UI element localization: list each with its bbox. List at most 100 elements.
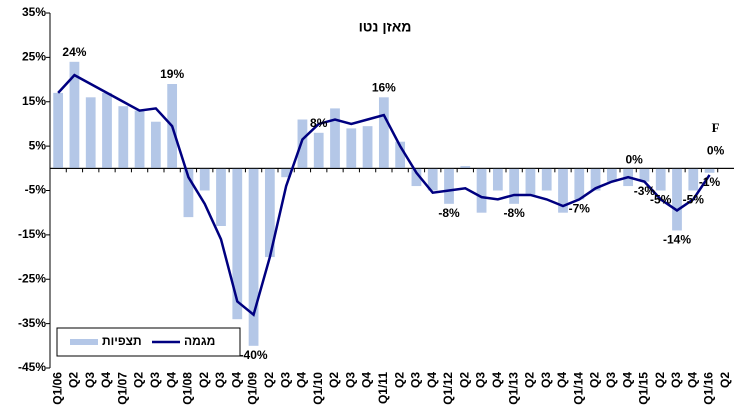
x-tick-label: Q2 — [523, 372, 537, 388]
bar — [639, 168, 650, 182]
value-label: 24% — [62, 45, 86, 59]
x-tick-label: Q1/11 — [376, 372, 390, 404]
bar — [460, 166, 471, 169]
x-tick-label: Q1/13 — [506, 372, 520, 405]
bar — [525, 168, 536, 195]
chart-title: מאזן נטו — [359, 19, 412, 35]
bar — [541, 168, 552, 191]
x-tick-label: Q2 — [653, 372, 667, 388]
value-label: -14% — [663, 233, 691, 247]
bar — [53, 92, 64, 169]
x-tick-label: Q2 — [392, 372, 406, 388]
bar — [297, 119, 308, 169]
bar — [118, 106, 129, 169]
bar — [248, 168, 259, 346]
x-tick-label: Q4 — [360, 372, 374, 388]
y-tick-label: -45% — [18, 360, 46, 374]
x-tick-label: Q4 — [164, 372, 178, 388]
value-label: -8% — [438, 206, 460, 220]
annotation: 0% — [707, 144, 725, 158]
bar — [411, 168, 422, 187]
bar — [704, 168, 715, 173]
bar — [558, 168, 568, 213]
legend-box — [56, 327, 241, 357]
bar — [362, 126, 373, 169]
bar — [574, 168, 585, 200]
bar — [264, 168, 275, 258]
x-tick-label: Q3 — [409, 372, 423, 388]
bar — [69, 61, 80, 169]
x-tick-label: Q1/06 — [50, 372, 64, 405]
bar — [232, 168, 243, 320]
bar — [395, 141, 406, 169]
x-tick-label: Q2 — [457, 372, 471, 388]
bar — [444, 168, 454, 204]
x-tick-label: Q1/14 — [571, 372, 585, 405]
value-label: -7% — [569, 202, 591, 216]
x-tick-label: Q2 — [718, 372, 732, 388]
x-tick-label: Q3 — [343, 372, 357, 388]
x-tick-label: Q2 — [67, 372, 81, 388]
bar — [199, 168, 210, 191]
bar — [313, 132, 324, 169]
x-tick-label: Q2 — [197, 372, 211, 388]
annotation: 0% — [625, 152, 643, 166]
value-label: 16% — [372, 80, 396, 94]
y-tick-label: 5% — [29, 138, 47, 152]
x-tick-label: Q3 — [539, 372, 553, 388]
value-label: -8% — [503, 206, 525, 220]
x-tick-label: Q1/10 — [311, 372, 325, 405]
x-tick-label: Q1/12 — [441, 372, 455, 405]
bar — [330, 108, 340, 169]
y-tick-label: 25% — [22, 50, 46, 64]
bar — [102, 92, 112, 169]
x-tick-label: Q4 — [425, 372, 439, 388]
bar — [590, 168, 601, 191]
legend-label: תצפיות — [102, 334, 142, 348]
bar — [346, 128, 357, 169]
bar — [427, 168, 438, 191]
bar — [672, 168, 682, 231]
legend-swatch — [70, 339, 98, 345]
value-label: 8% — [310, 116, 328, 130]
y-tick-label: -15% — [18, 227, 46, 241]
legend-label: מגמה — [184, 334, 215, 348]
bar — [476, 168, 487, 213]
y-tick-label: 15% — [22, 94, 46, 108]
value-label: -5% — [683, 193, 705, 207]
bar — [688, 168, 699, 191]
x-tick-label: Q2 — [132, 372, 146, 388]
x-tick-label: Q3 — [213, 372, 227, 388]
y-tick-label: -5% — [25, 183, 47, 197]
value-label: -3% — [634, 184, 656, 198]
value-label: -40% — [240, 348, 268, 362]
bar — [85, 97, 96, 169]
x-tick-label: Q3 — [474, 372, 488, 388]
x-tick-label: Q3 — [604, 372, 618, 388]
x-tick-label: Q2 — [588, 372, 602, 388]
bar — [183, 168, 194, 218]
x-tick-label: Q1/07 — [115, 372, 129, 405]
x-tick-label: Q1/15 — [637, 372, 651, 405]
value-label: 19% — [160, 67, 184, 81]
x-tick-label: Q4 — [99, 372, 113, 388]
bar — [150, 121, 161, 169]
trend-line — [57, 73, 711, 317]
x-tick-label: Q4 — [685, 372, 699, 388]
x-tick-label: Q4 — [555, 372, 569, 388]
x-tick-label: Q1/09 — [246, 372, 260, 405]
bar — [134, 110, 145, 169]
x-tick-label: Q4 — [490, 372, 504, 388]
x-tick-label: Q3 — [83, 372, 97, 388]
x-tick-label: Q3 — [278, 372, 292, 388]
x-tick-label: Q3 — [148, 372, 162, 388]
y-tick-label: -35% — [18, 316, 46, 330]
x-tick-label: Q2 — [262, 372, 276, 388]
x-tick-label: Q2 — [327, 372, 341, 388]
x-tick-label: Q4 — [620, 372, 634, 388]
y-tick-label: 35% — [22, 5, 46, 19]
y-tick-label: -25% — [18, 271, 46, 285]
bar — [216, 168, 226, 226]
legend: תצפיות מגמה — [56, 327, 241, 357]
